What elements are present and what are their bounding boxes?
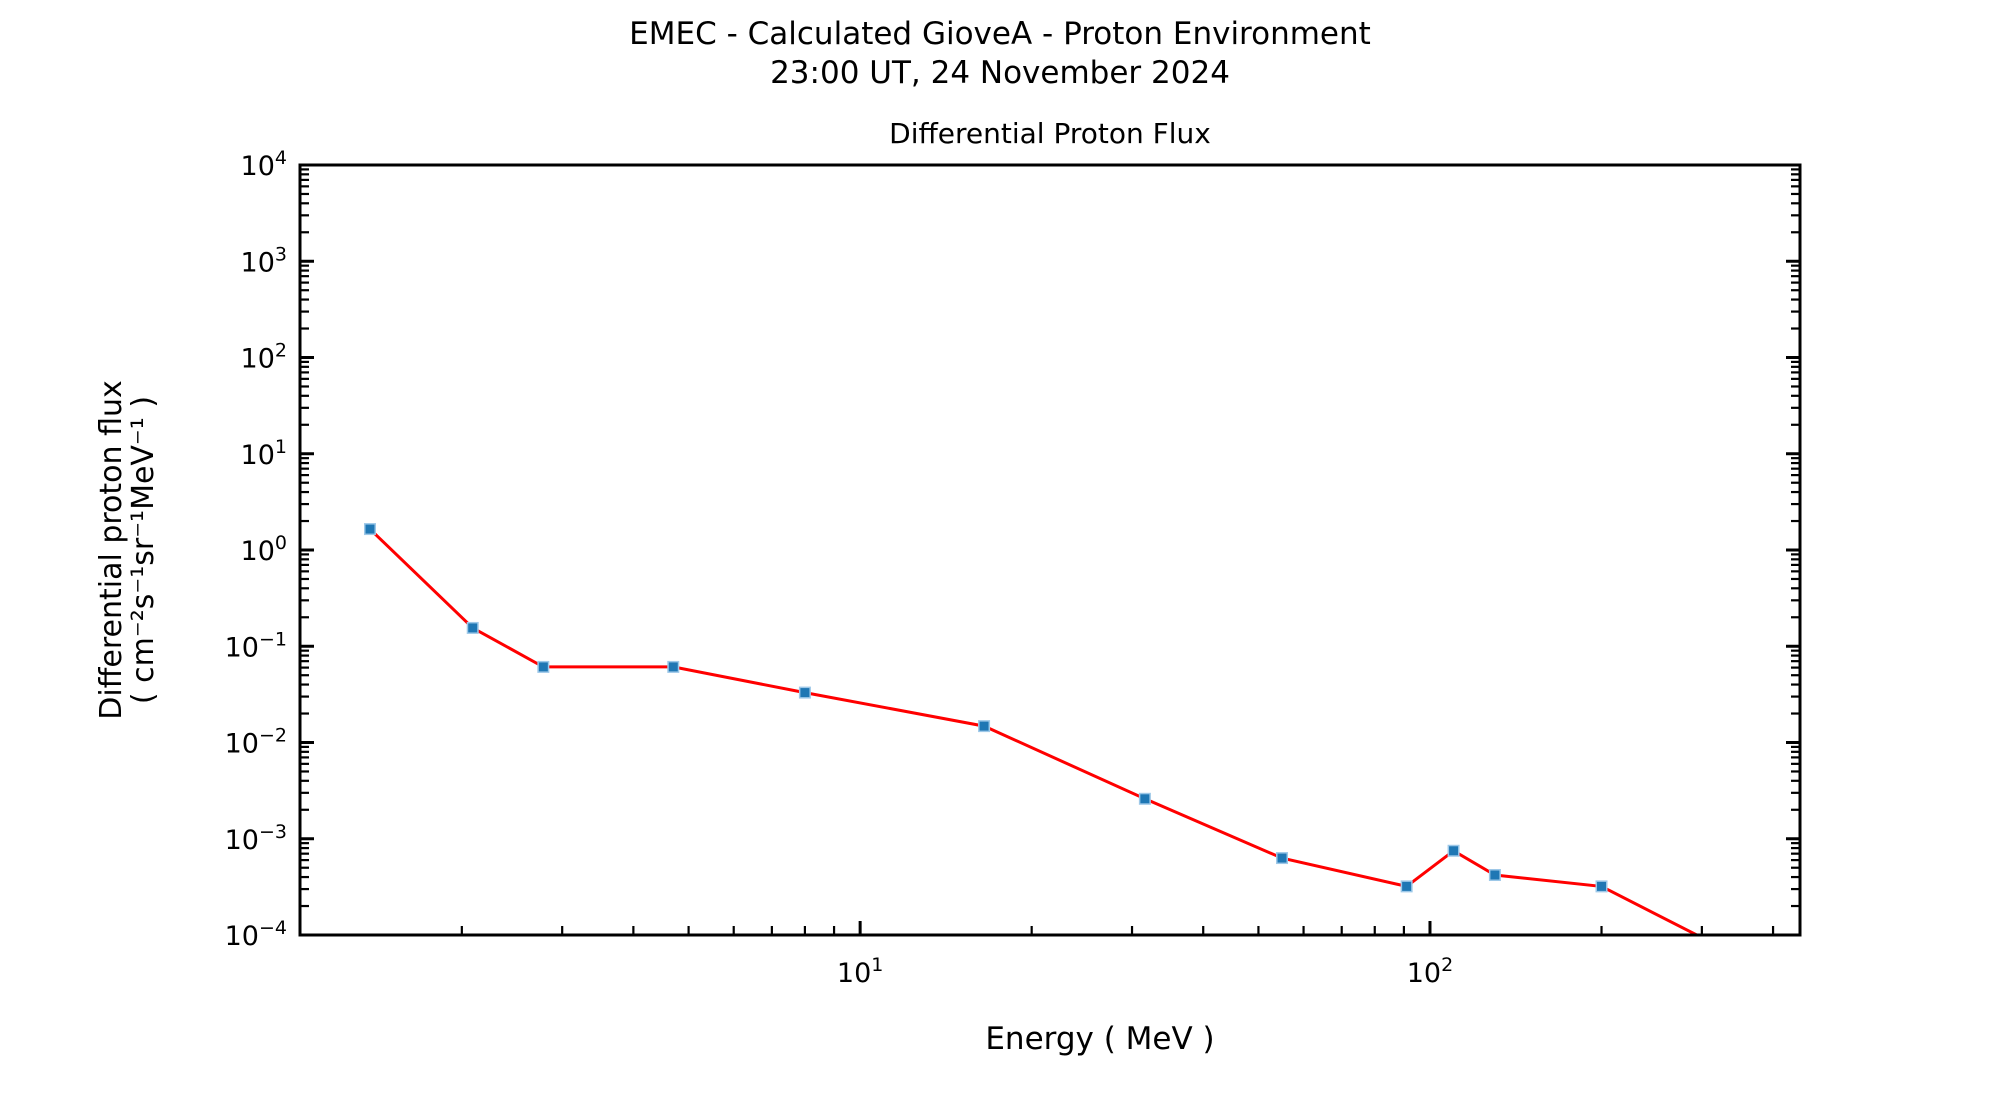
- data-point-marker: [364, 523, 377, 536]
- data-point-marker: [1400, 880, 1413, 893]
- data-point-marker: [1488, 869, 1501, 882]
- data-point-marker: [1447, 844, 1460, 857]
- data-point-marker: [978, 720, 991, 733]
- y-tick-label: 100: [241, 532, 287, 567]
- plot-title: Differential Proton Flux: [889, 117, 1211, 150]
- axes-spine: [298, 163, 1802, 937]
- y-tick-label: 10−3: [225, 821, 287, 856]
- data-point-marker: [1595, 880, 1608, 893]
- y-tick-label: 103: [241, 243, 287, 278]
- data-point-marker: [466, 621, 479, 634]
- series-line: [368, 528, 1701, 935]
- data-point-marker: [798, 686, 811, 699]
- data-point-marker: [537, 660, 550, 673]
- x-tick-label: 101: [837, 954, 883, 989]
- y-tick-label: 101: [241, 436, 287, 471]
- y-tick-label: 102: [241, 340, 287, 375]
- x-tick-label: 102: [1407, 954, 1453, 989]
- y-axis-label-line2: ( cm⁻²s⁻¹sr⁻¹MeV⁻¹ ): [126, 395, 161, 705]
- y-axis-label-line1: Differential proton flux: [94, 380, 129, 720]
- figure-title: EMEC - Calculated GioveA - Proton Enviro…: [629, 16, 1371, 52]
- y-tick-label: 10−2: [225, 725, 287, 760]
- data-point-marker: [1138, 792, 1151, 805]
- x-axis-label: Energy ( MeV ): [985, 1021, 1215, 1057]
- figure-datetime: 23:00 UT, 24 November 2024: [770, 55, 1230, 91]
- data-point-marker: [667, 660, 680, 673]
- y-tick-label: 10−4: [225, 917, 287, 952]
- data-point-marker: [1276, 852, 1289, 865]
- y-tick-label: 104: [241, 147, 287, 182]
- y-tick-label: 10−1: [225, 628, 287, 663]
- y-axis-label: Differential proton flux ( cm⁻²s⁻¹sr⁻¹Me…: [94, 380, 161, 720]
